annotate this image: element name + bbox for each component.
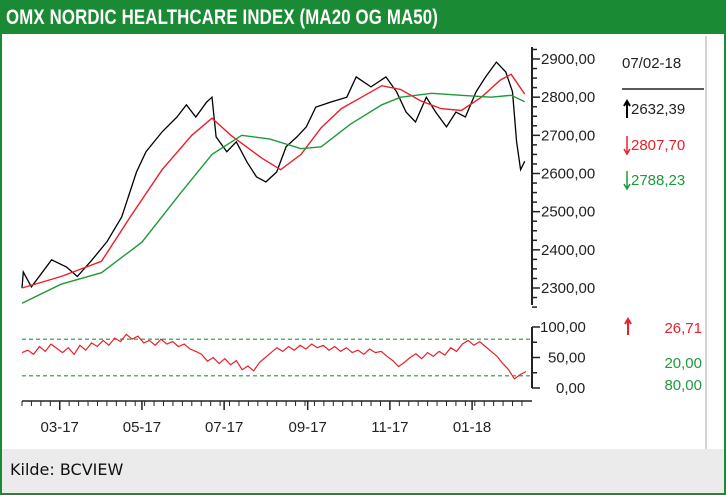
x-tick-label: 01-18 [453, 419, 491, 436]
legend-ma50: 2788,23 [623, 171, 685, 191]
chart-area: 2300,00 2400,00 2500,00 2600,00 2700,00 2800,… [21, 36, 707, 449]
price-tick-label: 2300,00 [541, 280, 595, 297]
legend-ma20: 2807,70 [623, 136, 685, 156]
x-tick-label: 05-17 [123, 419, 161, 436]
legend-oscillator: 26,71 20,00 80,00 [624, 317, 702, 394]
series-ma20 [21, 73, 526, 289]
oscillator-band-high: 80,00 [664, 377, 702, 394]
price-tick-label: 2600,00 [541, 166, 595, 183]
x-tick-label: 07-17 [205, 419, 243, 436]
price-tick-label: 2400,00 [541, 242, 595, 259]
arrow-up-icon [623, 99, 631, 118]
oscillator-band-low: 20,00 [664, 355, 702, 372]
arrow-down-icon [623, 136, 631, 156]
x-axis: 03-17 05-17 07-17 09-17 11-17 01-18 [21, 400, 532, 436]
legend-close-value: 2632,39 [631, 101, 685, 118]
price-tick-label: 2800,00 [541, 89, 595, 106]
source-label: Kilde: BCVIEW [10, 460, 124, 479]
arrow-down-icon [623, 171, 631, 191]
legend-ma50-value: 2788,23 [631, 172, 685, 189]
legend-ma20-value: 2807,70 [631, 137, 685, 154]
legend-close: 2632,39 [623, 99, 685, 118]
series-oscillator [21, 333, 527, 380]
oscillator-tick-label: 0,00 [556, 380, 585, 397]
oscillator-tick-label: 50,00 [548, 350, 586, 367]
price-tick-label: 2700,00 [541, 127, 595, 144]
chart-title: OMX NORDIC HEALTHCARE INDEX (MA20 OG MA5… [6, 6, 439, 29]
arrow-up-icon [624, 317, 632, 335]
price-tick-label: 2500,00 [541, 204, 595, 221]
oscillator-tick-label: 100,00 [540, 319, 586, 336]
x-tick-label: 03-17 [41, 419, 79, 436]
title-bar: OMX NORDIC HEALTHCARE INDEX (MA20 OG MA5… [2, 2, 724, 34]
x-tick-label: 09-17 [289, 419, 327, 436]
oscillator-panel: 0,00 50,00 100,00 [21, 319, 586, 397]
series-close [21, 61, 526, 289]
series-ma50 [21, 92, 525, 304]
oscillator-current-value: 26,71 [664, 320, 702, 337]
legend-date: 07/02-18 [622, 55, 681, 72]
footer: Kilde: BCVIEW [2, 449, 724, 493]
price-tick-label: 2900,00 [541, 51, 595, 68]
x-tick-label: 11-17 [371, 419, 408, 436]
price-panel: 2300,00 2400,00 2500,00 2600,00 2700,00 2800,… [21, 47, 595, 308]
